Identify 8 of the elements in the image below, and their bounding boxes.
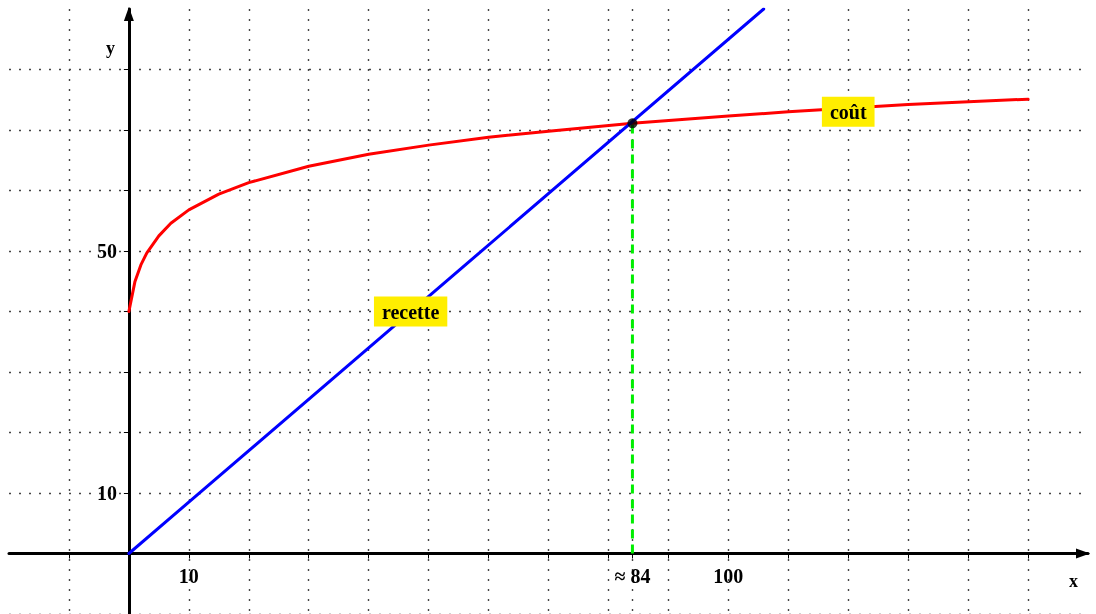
x-tick-label: 10 [178,564,199,587]
annotation: coût [829,100,867,123]
x-tick-label: 100 [713,564,744,587]
y-tick-label: 50 [96,240,117,262]
x-tick-label: ≈ 84 [614,564,651,587]
x-axis-title: x [1069,570,1078,591]
annotation: recette [381,300,440,323]
y-axis-title: y [105,38,115,58]
